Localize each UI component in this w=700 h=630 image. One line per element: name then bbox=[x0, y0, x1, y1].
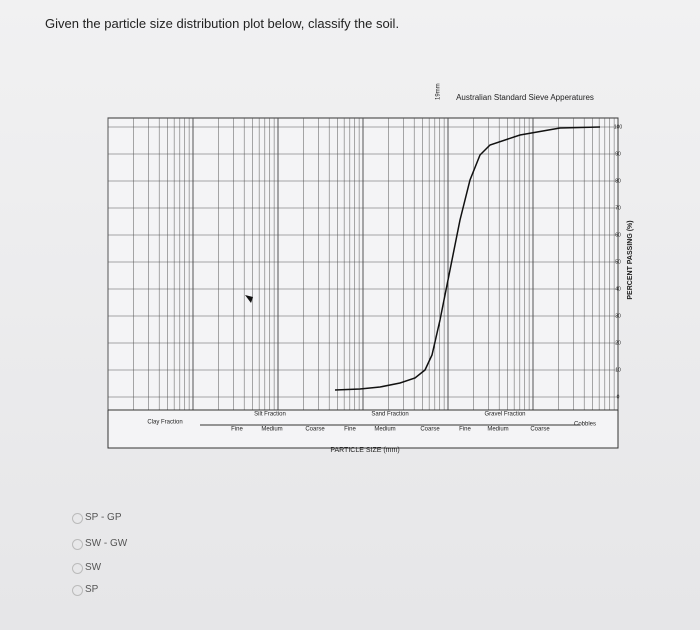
radio[interactable] bbox=[72, 539, 83, 550]
gravel-coarse: Coarse bbox=[530, 427, 550, 433]
y-tick-label: 60 bbox=[615, 232, 621, 238]
chart: Australian Standard Sieve Apperatures 19… bbox=[107, 83, 634, 454]
radio[interactable] bbox=[72, 563, 83, 574]
option[interactable]: SW - GW bbox=[85, 538, 128, 549]
sand-label: Sand Fraction bbox=[371, 412, 408, 418]
y-axis-label: PERCENT PASSING (%) bbox=[627, 220, 634, 299]
x-axis-label: PARTICLE SIZE (mm) bbox=[330, 447, 399, 454]
chart-header: Australian Standard Sieve Apperatures bbox=[456, 93, 594, 102]
silt-medium: Medium bbox=[261, 427, 282, 433]
gravel-label: Gravel Fraction bbox=[484, 412, 525, 418]
radio[interactable] bbox=[72, 513, 83, 524]
question: Given the particle size distribution plo… bbox=[45, 16, 400, 31]
sand-coarse: Coarse bbox=[420, 427, 440, 433]
silt-coarse: Coarse bbox=[305, 427, 325, 433]
silt-label: Silt Fraction bbox=[254, 412, 286, 418]
y-tick-label: 100 bbox=[614, 124, 623, 130]
y-tick-label: 40 bbox=[615, 286, 621, 292]
option[interactable]: SP - GP bbox=[85, 512, 122, 523]
radio[interactable] bbox=[72, 585, 83, 596]
y-tick-label: 90 bbox=[615, 151, 621, 157]
silt-fine: Fine bbox=[231, 427, 243, 433]
option[interactable]: SP bbox=[85, 584, 99, 595]
clay-label: Clay Fraction bbox=[147, 420, 182, 426]
y-tick-label: 70 bbox=[615, 205, 621, 211]
grading-curve bbox=[334, 126, 601, 391]
sand-medium: Medium bbox=[374, 427, 395, 433]
y-tick-label: 0 bbox=[617, 394, 620, 400]
option[interactable]: SW bbox=[85, 562, 102, 573]
gravel-fine: Fine bbox=[459, 427, 471, 433]
sand-fine: Fine bbox=[344, 427, 356, 433]
cobbles-label: Cobbles bbox=[574, 422, 596, 428]
y-tick-label: 30 bbox=[615, 313, 621, 319]
y-tick-label: 20 bbox=[615, 340, 621, 346]
y-tick-label: 50 bbox=[615, 259, 621, 265]
sieve-label: 19mm bbox=[436, 83, 442, 100]
cursor bbox=[245, 295, 253, 303]
y-tick-label: 80 bbox=[615, 178, 621, 184]
y-tick-label: 10 bbox=[615, 367, 621, 373]
gravel-medium: Medium bbox=[487, 427, 508, 433]
